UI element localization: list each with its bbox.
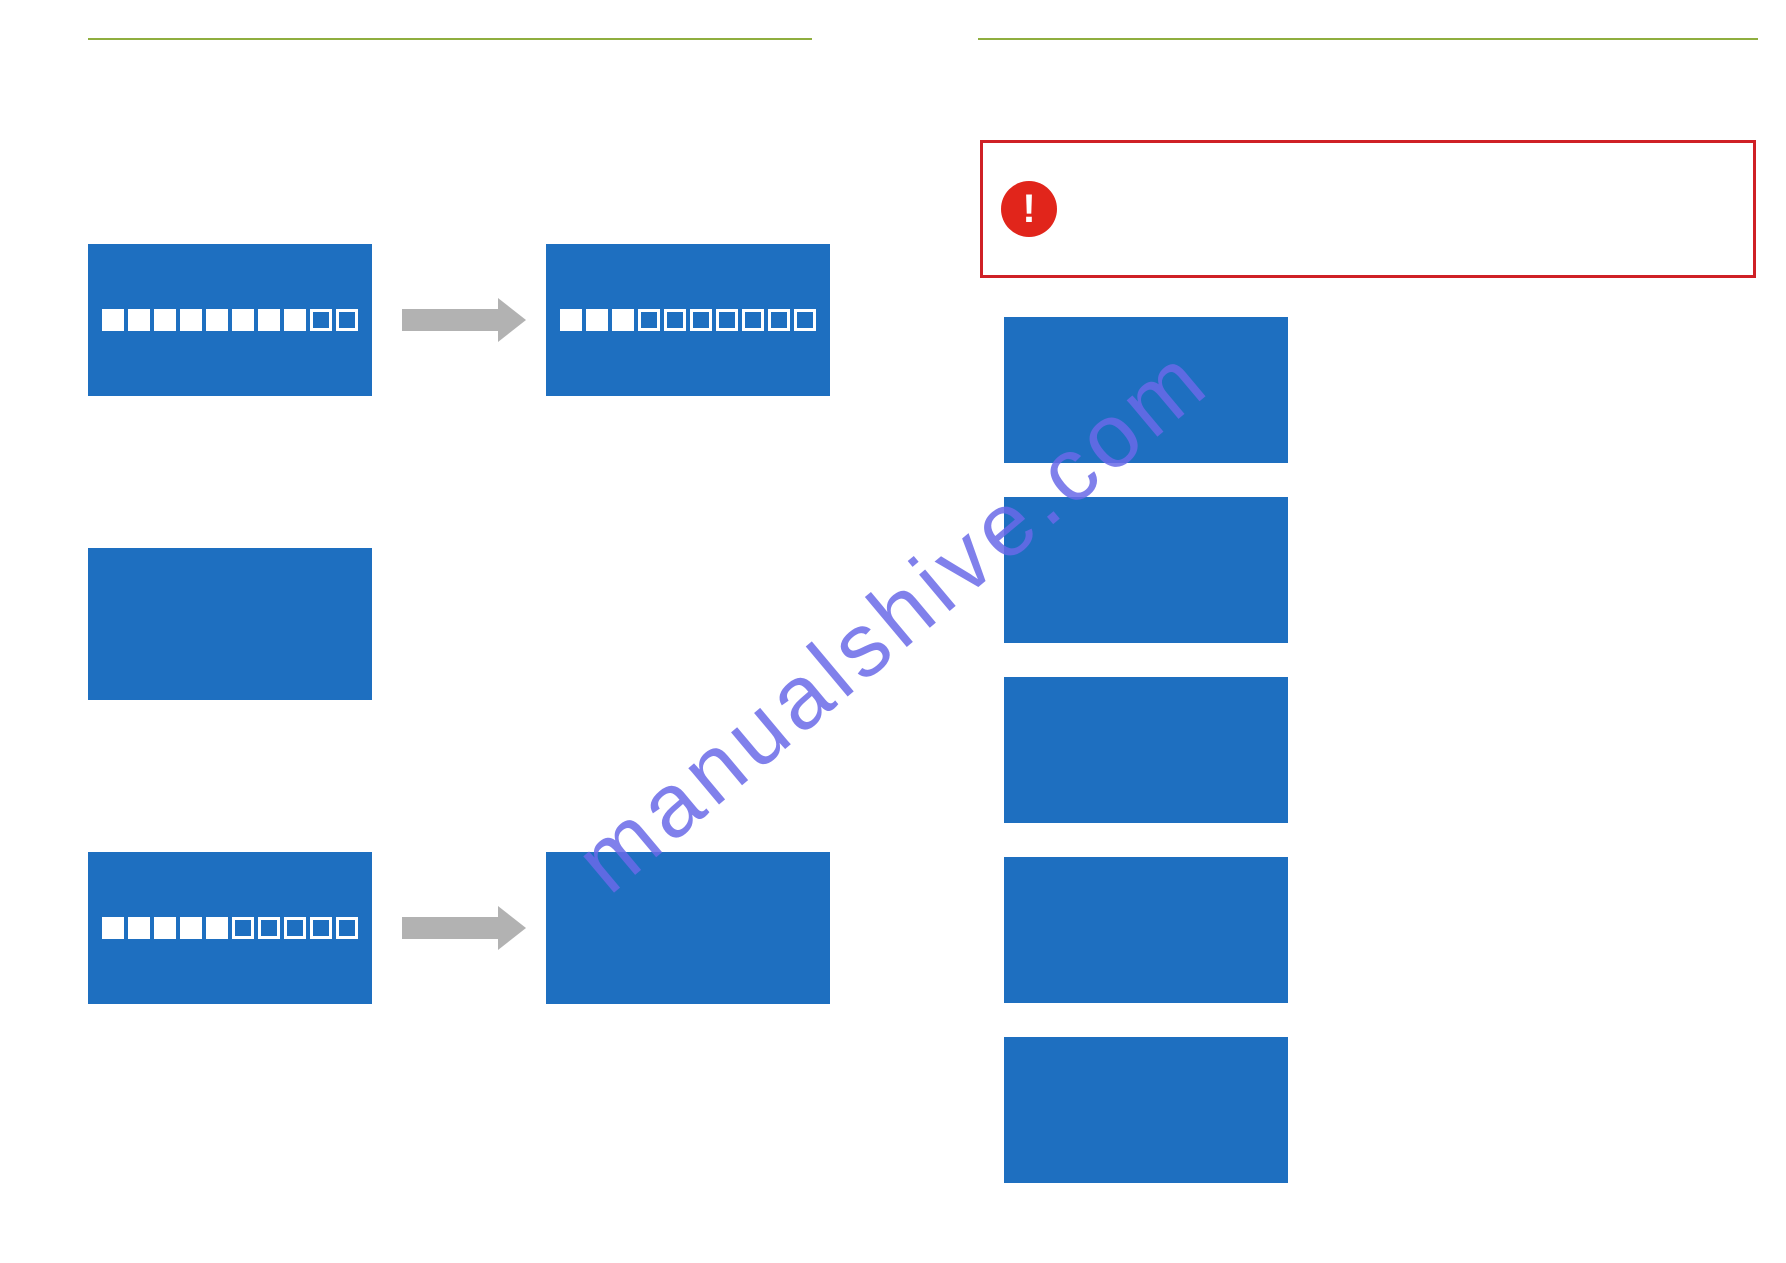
arrow-shaft xyxy=(402,917,498,939)
progress-cell-filled xyxy=(102,309,124,331)
warning-icon: ! xyxy=(1001,181,1057,237)
progress-cell-filled xyxy=(154,917,176,939)
progress-cell-filled xyxy=(586,309,608,331)
progress-box-before-2 xyxy=(88,852,372,1004)
progress-cell-empty xyxy=(284,917,306,939)
arrow-head xyxy=(498,906,526,950)
progress-bar xyxy=(88,917,372,939)
progress-cell-filled xyxy=(180,917,202,939)
progress-cell-filled xyxy=(612,309,634,331)
progress-cell-empty xyxy=(336,917,358,939)
progress-cell-empty xyxy=(664,309,686,331)
progress-cell-filled xyxy=(284,309,306,331)
stack-box-5 xyxy=(1004,1037,1288,1183)
progress-box-before-1 xyxy=(88,244,372,396)
stack-box-2 xyxy=(1004,497,1288,643)
progress-cell-empty xyxy=(716,309,738,331)
progress-cell-empty xyxy=(310,309,332,331)
progress-cell-empty xyxy=(258,917,280,939)
progress-cell-filled xyxy=(128,309,150,331)
right-divider xyxy=(978,38,1758,40)
progress-cell-empty xyxy=(794,309,816,331)
stack-box-3 xyxy=(1004,677,1288,823)
stack-box-4 xyxy=(1004,857,1288,1003)
arrow-right-icon xyxy=(402,298,526,342)
progress-cell-filled xyxy=(206,309,228,331)
progress-cell-empty xyxy=(768,309,790,331)
progress-cell-empty xyxy=(232,917,254,939)
plain-box-1 xyxy=(88,548,372,700)
progress-cell-filled xyxy=(180,309,202,331)
progress-cell-empty xyxy=(310,917,332,939)
progress-box-after-1 xyxy=(546,244,830,396)
progress-cell-empty xyxy=(742,309,764,331)
progress-cell-filled xyxy=(258,309,280,331)
warning-glyph: ! xyxy=(1022,187,1035,232)
arrow-right-icon xyxy=(402,906,526,950)
progress-cell-empty xyxy=(336,309,358,331)
progress-cell-filled xyxy=(232,309,254,331)
progress-cell-empty xyxy=(690,309,712,331)
progress-cell-filled xyxy=(206,917,228,939)
progress-cell-filled xyxy=(154,309,176,331)
alert-box: ! xyxy=(980,140,1756,278)
progress-cell-filled xyxy=(128,917,150,939)
plain-box-2 xyxy=(546,852,830,1004)
arrow-shaft xyxy=(402,309,498,331)
progress-cell-empty xyxy=(638,309,660,331)
progress-bar xyxy=(88,309,372,331)
arrow-head xyxy=(498,298,526,342)
left-divider xyxy=(88,38,812,40)
progress-bar xyxy=(546,309,830,331)
progress-cell-filled xyxy=(102,917,124,939)
stack-box-1 xyxy=(1004,317,1288,463)
progress-cell-filled xyxy=(560,309,582,331)
